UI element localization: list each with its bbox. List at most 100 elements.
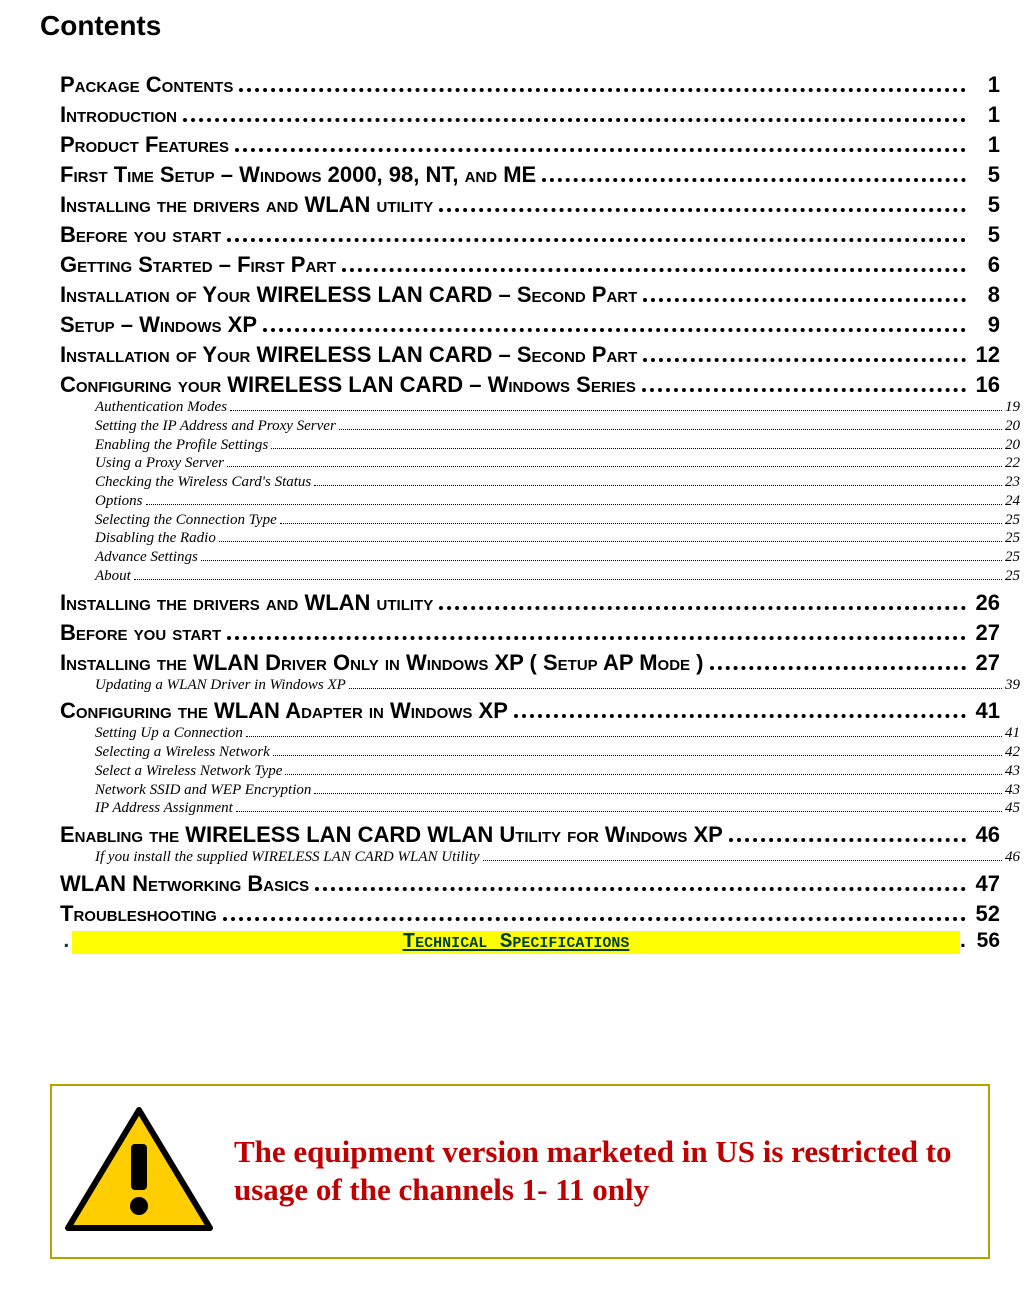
toc-leader [439, 208, 966, 212]
toc-page-number: 41 [972, 698, 1000, 724]
toc-label: IP Address Assignment [95, 799, 233, 818]
toc-label: Enabling the WIRELESS LAN CARD WLAN Util… [60, 822, 723, 848]
toc-leader [273, 755, 1002, 756]
toc-leader [183, 118, 966, 122]
toc-leader [710, 666, 966, 670]
toc-leader [439, 606, 966, 610]
toc-label: Selecting a Wireless Network [95, 743, 270, 762]
toc-leader [230, 410, 1002, 411]
toc-leader [642, 388, 966, 392]
toc-page-number: 43 [1005, 762, 1020, 781]
tech-spec-label: Technical Specifications [72, 931, 960, 954]
toc-page-number: 43 [1005, 781, 1020, 800]
toc-page-number: 8 [972, 282, 1000, 308]
toc-page-number: 9 [972, 312, 1000, 338]
toc-label: Updating a WLAN Driver in Windows XP [95, 676, 346, 695]
toc-leader [314, 485, 1002, 486]
toc-entry-level2: Updating a WLAN Driver in Windows XP 39 [95, 676, 1020, 695]
toc-page-number: 16 [972, 372, 1000, 398]
toc-entry-level1: Installation of Your WIRELESS LAN CARD –… [60, 342, 1000, 368]
toc-label: Using a Proxy Server [95, 454, 224, 473]
toc-page-number: 20 [1005, 417, 1020, 436]
warning-icon [64, 1104, 214, 1239]
toc-page-number: 5 [972, 222, 1000, 248]
toc-leader [246, 736, 1002, 737]
toc-entry-level2: About25 [95, 567, 1020, 586]
toc-entry-level2: Enabling the Profile Settings 20 [95, 436, 1020, 455]
toc-leader [201, 560, 1002, 561]
toc-leader [146, 504, 1002, 505]
toc-page-number: 24 [1005, 492, 1020, 511]
toc-leader [314, 793, 1002, 794]
toc-entry-level2: If you install the supplied WIRELESS LAN… [95, 848, 1020, 867]
toc-label: Setup – Windows XP [60, 312, 257, 338]
toc-leader [729, 838, 966, 842]
toc-entry-level1: Setup – Windows XP 9 [60, 312, 1000, 338]
warning-text: The equipment version marketed in US is … [234, 1133, 970, 1211]
toc-leader [339, 429, 1002, 430]
toc-page-number: 23 [1005, 473, 1020, 492]
toc-label: Installing the drivers and WLAN utility [60, 590, 433, 616]
toc-label: Before you start [60, 620, 221, 646]
toc-label: Advance Settings [95, 548, 198, 567]
toc-entry-level2: Using a Proxy Server 22 [95, 454, 1020, 473]
toc-leader [542, 178, 966, 182]
toc-page-number: 1 [972, 72, 1000, 98]
toc-entry-level1: Before you start 27 [60, 620, 1000, 646]
toc-page-number: 27 [972, 620, 1000, 646]
toc-leader [483, 860, 1002, 861]
toc-label: Setting the IP Address and Proxy Server [95, 417, 336, 436]
toc-leader [236, 811, 1002, 812]
toc-entry-level1: Product Features1 [60, 132, 1000, 158]
toc-leader [239, 88, 966, 92]
toc-leader [315, 887, 966, 891]
toc-page-number: 20 [1005, 436, 1020, 455]
toc-page-number: 12 [972, 342, 1000, 368]
toc-page-number: 1 [972, 102, 1000, 128]
toc-entry-level1: Before you start 5 [60, 222, 1000, 248]
toc-entry-level1: Package Contents1 [60, 72, 1000, 98]
toc-page-number: 1 [972, 132, 1000, 158]
trailing-dot: . [960, 929, 968, 953]
toc-label: Options [95, 492, 143, 511]
toc-page-number: 25 [1005, 567, 1020, 586]
toc-label: Select a Wireless Network Type [95, 762, 282, 781]
toc-entry-level1: Configuring your WIRELESS LAN CARD – Win… [60, 372, 1000, 398]
toc-leader [227, 466, 1002, 467]
toc-leader [271, 448, 1002, 449]
toc-page-number: 45 [1005, 799, 1020, 818]
toc-page-number: 52 [972, 901, 1000, 927]
toc-leader [223, 917, 966, 921]
toc-label: WLAN Networking Basics [60, 871, 309, 897]
toc-page-number: 5 [972, 162, 1000, 188]
toc-label: Setting Up a Connection [95, 724, 243, 743]
toc-leader [349, 688, 1002, 689]
leading-dot: . [60, 931, 72, 954]
toc-entry-level2: Advance Settings 25 [95, 548, 1020, 567]
toc-page-number: 22 [1005, 454, 1020, 473]
toc-page-number: 25 [1005, 511, 1020, 530]
toc-page-number: 39 [1005, 676, 1020, 695]
toc-entry-level1: Installing the WLAN Driver Only in Windo… [60, 650, 1000, 676]
toc-entry-level1: Getting Started – First Part6 [60, 252, 1000, 278]
toc-label: Selecting the Connection Type [95, 511, 277, 530]
toc-label: Enabling the Profile Settings [95, 436, 268, 455]
toc-page-number: 25 [1005, 548, 1020, 567]
toc-label: Before you start [60, 222, 221, 248]
toc-page-number: 25 [1005, 529, 1020, 548]
toc-entry-level1: Installation of Your WIRELESS LAN CARD –… [60, 282, 1000, 308]
toc-page-number: 47 [972, 871, 1000, 897]
warning-box: The equipment version marketed in US is … [50, 1084, 990, 1259]
toc-leader [235, 148, 966, 152]
toc-page-number: 26 [972, 590, 1000, 616]
toc-entry-level2: Authentication Modes19 [95, 398, 1020, 417]
toc-entry-level2: Setting Up a Connection41 [95, 724, 1020, 743]
toc-label: Configuring the WLAN Adapter in Windows … [60, 698, 508, 724]
toc-entry-level2: Setting the IP Address and Proxy Server 2… [95, 417, 1020, 436]
toc-label: Getting Started – First Part [60, 252, 336, 278]
toc-entry-level1: WLAN Networking Basics 47 [60, 871, 1000, 897]
toc-label: First Time Setup – Windows 2000, 98, NT,… [60, 162, 536, 188]
contents-heading: Contents [40, 10, 1000, 42]
toc-page-number: 19 [1005, 398, 1020, 417]
toc-entry-level2: Checking the Wireless Card's Status23 [95, 473, 1020, 492]
